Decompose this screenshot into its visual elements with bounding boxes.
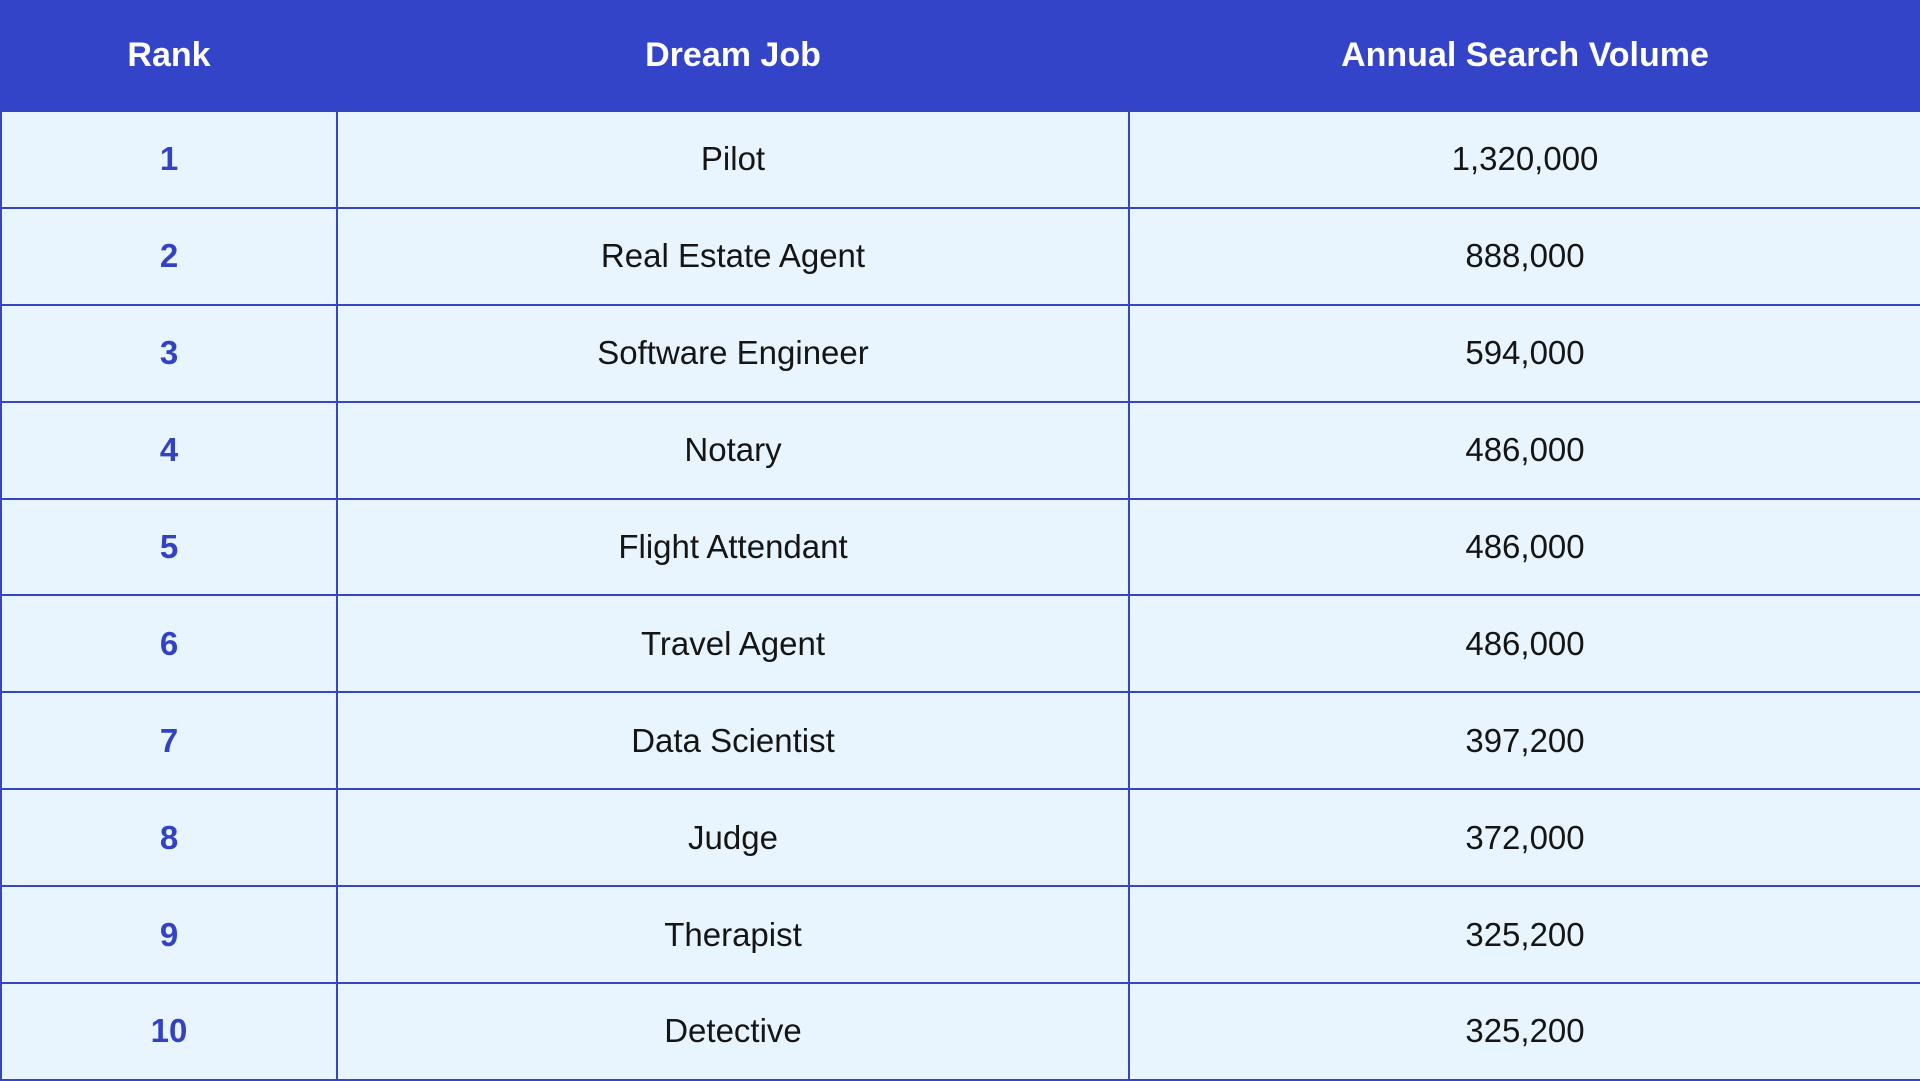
dream-job-cell: Judge (336, 788, 1130, 888)
table-row: 1 Pilot 1,320,000 (0, 110, 1920, 209)
search-volume-cell: 397,200 (1128, 691, 1920, 791)
search-volume-cell: 325,200 (1128, 885, 1920, 985)
table-body: 1 Pilot 1,320,000 2 Real Estate Agent 888,000… (0, 110, 1920, 1081)
search-volume-cell: 372,000 (1128, 788, 1920, 888)
search-volume-cell: 888,000 (1128, 206, 1920, 306)
header-row: Rank Dream Job Annual Search Volume (0, 0, 1920, 111)
table-row: 10 Detective 325,200 (0, 982, 1920, 1081)
table-row: 4 Notary 486,000 (0, 400, 1920, 500)
rank-cell: 8 (0, 788, 338, 888)
header-dream-job: Dream Job (336, 0, 1130, 111)
dream-job-cell: Software Engineer (336, 303, 1130, 403)
table-row: 6 Travel Agent 486,000 (0, 594, 1920, 694)
search-volume-cell: 594,000 (1128, 303, 1920, 403)
rank-cell: 6 (0, 594, 338, 694)
dream-job-cell: Data Scientist (336, 691, 1130, 791)
rank-cell: 4 (0, 400, 338, 500)
dream-job-cell: Flight Attendant (336, 497, 1130, 597)
rank-cell: 3 (0, 303, 338, 403)
dream-job-cell: Real Estate Agent (336, 206, 1130, 306)
table-row: 9 Therapist 325,200 (0, 885, 1920, 985)
search-volume-cell: 486,000 (1128, 400, 1920, 500)
dream-job-cell: Notary (336, 400, 1130, 500)
rank-cell: 1 (0, 110, 338, 209)
dream-job-cell: Travel Agent (336, 594, 1130, 694)
rank-cell: 7 (0, 691, 338, 791)
table-row: 3 Software Engineer 594,000 (0, 303, 1920, 403)
header-rank: Rank (0, 0, 338, 111)
table-row: 2 Real Estate Agent 888,000 (0, 206, 1920, 306)
rank-cell: 5 (0, 497, 338, 597)
dream-job-cell: Therapist (336, 885, 1130, 985)
rank-cell: 10 (0, 982, 338, 1081)
dream-job-cell: Pilot (336, 110, 1130, 209)
rank-cell: 9 (0, 885, 338, 985)
table-header: Rank Dream Job Annual Search Volume (0, 0, 1920, 111)
table-row: 7 Data Scientist 397,200 (0, 691, 1920, 791)
rank-cell: 2 (0, 206, 338, 306)
search-volume-cell: 1,320,000 (1128, 110, 1920, 209)
table-row: 5 Flight Attendant 486,000 (0, 497, 1920, 597)
header-annual-search-volume: Annual Search Volume (1128, 0, 1920, 111)
search-volume-cell: 486,000 (1128, 594, 1920, 694)
search-volume-cell: 486,000 (1128, 497, 1920, 597)
search-volume-cell: 325,200 (1128, 982, 1920, 1081)
table-row: 8 Judge 372,000 (0, 788, 1920, 888)
dream-job-cell: Detective (336, 982, 1130, 1081)
